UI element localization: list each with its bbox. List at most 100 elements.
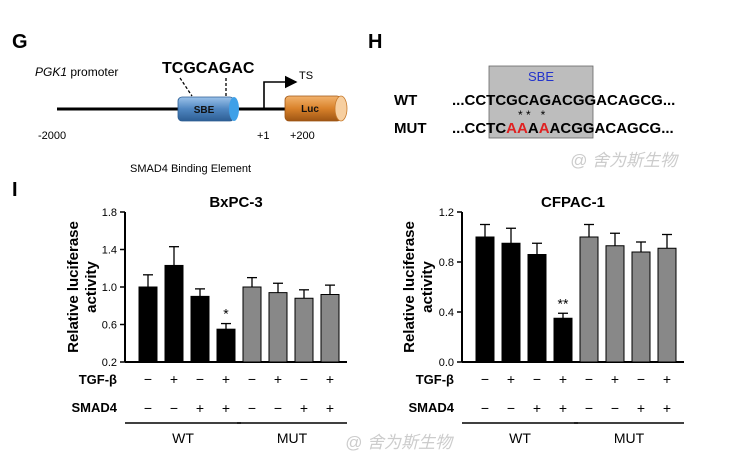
pos-tss: +1 <box>257 130 270 142</box>
smad4-sign: − <box>248 400 256 416</box>
wt-sequence-segment: ...CC <box>452 92 486 109</box>
tgf-row-label: TGF-β <box>79 372 117 387</box>
bar <box>553 317 573 363</box>
bar <box>138 286 158 363</box>
smad4-row-label: SMAD4 <box>408 400 454 415</box>
tgf-sign: + <box>663 371 671 387</box>
luc-box-label: Luc <box>301 104 319 115</box>
tgf-sign: + <box>559 371 567 387</box>
tgf-sign: − <box>533 371 541 387</box>
bar <box>242 286 262 363</box>
y-tick-label: 1.4 <box>102 245 117 257</box>
ts-label: TS <box>299 70 313 82</box>
mut-sequence-segment: A <box>539 120 550 137</box>
tss-arrow <box>263 75 298 109</box>
luciferase-cap <box>334 95 348 122</box>
smad4-sign: + <box>533 400 541 416</box>
bar <box>527 254 547 363</box>
mut-sequence-segment: AC <box>550 120 572 137</box>
promoter-label: PGK1 promoter <box>35 65 118 79</box>
y-tick-label: 0.6 <box>102 320 117 332</box>
y-tick-label: 0.2 <box>102 357 117 369</box>
tgf-sign: − <box>300 371 308 387</box>
tgf-sign: − <box>637 371 645 387</box>
bar <box>294 297 314 363</box>
sbe-caption: SMAD4 Binding Element <box>130 163 251 175</box>
y-tick-label: 1.0 <box>102 282 117 294</box>
smad4-sign: + <box>222 400 230 416</box>
smad4-sign: + <box>326 400 334 416</box>
smad4-sign: + <box>559 400 567 416</box>
tgf-sign: + <box>170 371 178 387</box>
mut-group-label: MUT <box>277 430 308 446</box>
wt-sequence-segment: GGACAGCG... <box>573 92 676 109</box>
sbe-motif: TCGCAGAC <box>162 60 255 77</box>
sbe-element-cap <box>229 97 239 121</box>
smad4-sign: + <box>663 400 671 416</box>
smad4-sign: − <box>507 400 515 416</box>
mutation-marks: * * * <box>518 108 546 122</box>
smad4-sign: + <box>637 400 645 416</box>
mut-sequence-segment: A <box>528 120 539 137</box>
smad4-sign: − <box>144 400 152 416</box>
y-tick-label: 1.2 <box>439 207 454 219</box>
bar <box>605 245 625 363</box>
mut-sequence-segment: TC <box>486 120 506 137</box>
wt-sequence-segment: TCGCAGAC <box>486 92 573 109</box>
panel-g: G PGK1 promoter TCGCAGAC SBE TS Luc -200… <box>12 31 348 175</box>
watermark: @ 舍为斯生物 <box>570 151 680 170</box>
watermark: @ 舍为斯生物 <box>345 433 455 452</box>
significance-mark: ** <box>558 295 569 311</box>
mut-group-label: MUT <box>614 430 645 446</box>
bar <box>190 295 210 363</box>
mut-sequence-segment: AA <box>506 120 528 137</box>
bar <box>164 264 184 363</box>
tgf-sign: − <box>585 371 593 387</box>
smad4-sign: − <box>611 400 619 416</box>
smad4-row-label: SMAD4 <box>71 400 117 415</box>
wt-label: WT <box>394 92 417 109</box>
chart-title: BxPC-3 <box>209 194 262 211</box>
bar <box>216 328 236 363</box>
smad4-sign: − <box>274 400 282 416</box>
wt-group-label: WT <box>509 430 531 446</box>
motif-pointer-left <box>179 77 193 97</box>
tgf-sign: + <box>222 371 230 387</box>
y-axis-label: Relative luciferaseactivity <box>65 221 100 353</box>
tgf-sign: + <box>611 371 619 387</box>
mut-sequence-segment: ...CC <box>452 120 486 137</box>
wt-sequence: ...CCTCGCAGACGGACAGCG... <box>452 92 675 109</box>
y-tick-label: 0.0 <box>439 357 454 369</box>
y-axis-label: Relative luciferaseactivity <box>401 221 436 353</box>
smad4-sign: − <box>585 400 593 416</box>
panel-h: H SBE WT MUT ...CCTCGCAGACGGACAGCG... * … <box>368 31 675 139</box>
y-axis-label-line1: Relative luciferase <box>65 221 82 353</box>
panel-i-label: I <box>12 179 18 201</box>
bar <box>268 292 288 363</box>
tgf-sign: + <box>326 371 334 387</box>
y-axis-label-line1: Relative luciferase <box>401 221 418 353</box>
y-tick-label: 0.8 <box>439 257 454 269</box>
tgf-sign: + <box>274 371 282 387</box>
smad4-sign: − <box>170 400 178 416</box>
smad4-sign: − <box>481 400 489 416</box>
mut-sequence-segment: GGACAGCG... <box>571 120 674 137</box>
tgf-sign: − <box>481 371 489 387</box>
pos-end: +200 <box>290 130 315 142</box>
bar <box>657 247 677 363</box>
smad4-sign: + <box>300 400 308 416</box>
y-tick-label: 0.4 <box>439 307 454 319</box>
smad4-sign: + <box>196 400 204 416</box>
bar <box>475 236 495 363</box>
sbe-highlight-box <box>488 65 594 139</box>
significance-mark: * <box>223 306 229 322</box>
tgf-sign: − <box>248 371 256 387</box>
tgf-row-label: TGF-β <box>416 372 454 387</box>
y-tick-label: 1.8 <box>102 207 117 219</box>
bar <box>579 236 599 363</box>
tgf-sign: − <box>196 371 204 387</box>
pos-start: -2000 <box>38 130 66 142</box>
